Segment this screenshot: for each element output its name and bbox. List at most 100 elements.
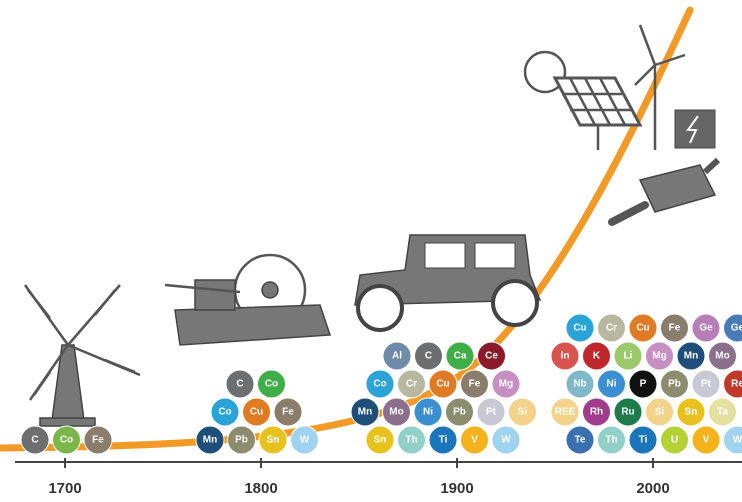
element-badge: Pb	[660, 369, 689, 399]
element-badge: Mo	[382, 397, 411, 427]
element-circle	[723, 369, 742, 399]
element-badge: Ce	[477, 341, 506, 371]
element-symbol: K	[593, 351, 601, 362]
element-symbol: Cu	[573, 323, 586, 334]
element-badge: Te	[565, 425, 595, 455]
element-symbol: Ge	[699, 323, 713, 334]
element-symbol: Al	[392, 351, 402, 362]
element-circle	[52, 425, 81, 455]
element-circle	[628, 425, 658, 455]
element-circle	[676, 397, 706, 427]
element-badge: Co	[365, 369, 395, 399]
element-circle	[428, 425, 458, 455]
element-circle	[565, 369, 595, 399]
element-circle	[414, 341, 443, 371]
element-symbol: Co	[373, 379, 386, 390]
element-symbol: Th	[405, 435, 417, 446]
element-circle	[708, 341, 737, 371]
element-circle	[597, 369, 626, 399]
element-circle	[290, 425, 319, 455]
element-badge: Si	[645, 397, 674, 427]
element-badge: W	[491, 425, 521, 455]
windmill-illustration	[23, 284, 141, 427]
element-circle	[477, 341, 506, 371]
element-symbol: REE	[555, 407, 576, 418]
element-circle	[273, 397, 303, 427]
element-symbol: Ti	[439, 435, 448, 446]
element-symbol: Mn	[684, 351, 698, 362]
element-circle	[565, 425, 595, 455]
element-badge: Li	[613, 341, 643, 371]
element-symbol: Co	[265, 379, 278, 390]
element-circle	[195, 425, 225, 455]
element-symbol: W	[300, 435, 310, 446]
element-badge: W	[290, 425, 319, 455]
element-circle	[242, 397, 271, 427]
element-symbol: Cr	[406, 379, 417, 390]
element-symbol: Si	[518, 407, 528, 418]
element-badge: Ti	[628, 425, 658, 455]
element-badge: Ti	[428, 425, 458, 455]
element-symbol: P	[640, 379, 647, 390]
element-circle	[365, 369, 395, 399]
element-symbol: Si	[655, 407, 665, 418]
element-badge: Mn	[350, 397, 380, 427]
element-badge: Fe	[273, 397, 303, 427]
element-circle	[613, 397, 643, 427]
element-symbol: V	[703, 435, 710, 446]
element-symbol: Rh	[590, 407, 603, 418]
element-symbol: Sn	[267, 435, 280, 446]
element-badge: Ta	[708, 397, 737, 427]
element-symbol: Pb	[453, 407, 466, 418]
element-symbol: Fe	[469, 379, 481, 390]
element-symbol: U	[671, 435, 678, 446]
element-circle	[691, 425, 721, 455]
tick-label: 1800	[244, 480, 277, 497]
element-symbol: Cr	[606, 323, 617, 334]
element-circle	[413, 397, 443, 427]
element-circle	[445, 341, 475, 371]
element-badge: Cu	[628, 313, 658, 343]
element-symbol: Co	[60, 435, 73, 446]
element-circle	[460, 425, 489, 455]
element-badge: Fe	[83, 425, 113, 455]
element-symbol: Mn	[358, 407, 372, 418]
element-circle	[257, 369, 286, 399]
element-badge: Th	[597, 425, 626, 455]
element-circle	[476, 397, 506, 427]
element-circle	[691, 369, 721, 399]
element-symbol: Fe	[92, 435, 104, 446]
element-symbol: Co	[218, 407, 231, 418]
element-symbol: Sn	[374, 435, 387, 446]
tick-label: 1700	[48, 480, 81, 497]
element-badge: Co	[52, 425, 81, 455]
element-circle	[382, 341, 412, 371]
element-badge: U	[660, 425, 689, 455]
element-symbol: Nb	[573, 379, 586, 390]
element-symbol: Ni	[607, 379, 617, 390]
element-symbol: C	[236, 379, 243, 390]
element-symbol: Ca	[454, 351, 467, 362]
element-badge: Ge	[723, 313, 742, 343]
element-circle	[723, 425, 742, 455]
element-badge: Cr	[597, 313, 626, 343]
element-badge: Th	[397, 425, 426, 455]
element-circle	[258, 425, 288, 455]
element-circle	[691, 313, 721, 343]
element-badge: Co	[257, 369, 286, 399]
element-symbol: Ge	[731, 323, 742, 334]
element-circle	[660, 425, 689, 455]
element-badge: Nb	[565, 369, 595, 399]
element-symbol: Te	[575, 435, 586, 446]
element-circle	[350, 397, 380, 427]
element-symbol: Ti	[639, 435, 648, 446]
element-badge: Mg	[645, 341, 674, 371]
element-circle	[227, 425, 256, 455]
element-symbol: Ta	[717, 407, 728, 418]
element-circle	[397, 425, 426, 455]
element-circle	[676, 341, 706, 371]
element-symbol: C	[425, 351, 432, 362]
element-symbol: Re	[731, 379, 742, 390]
element-symbol: Ce	[485, 351, 498, 362]
element-badge: Fe	[460, 369, 489, 399]
